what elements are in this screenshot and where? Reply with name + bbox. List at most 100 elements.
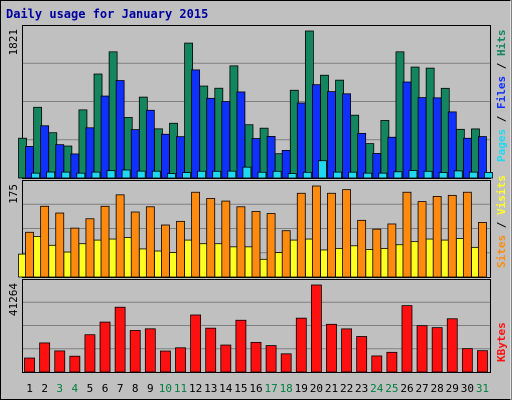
bar-kbytes-day-20 bbox=[310, 284, 322, 373]
x-tick-label-day-20: 20 bbox=[310, 382, 323, 395]
x-tick-label-day-29: 29 bbox=[446, 382, 459, 395]
bar-files-day-13 bbox=[206, 97, 216, 179]
bar-pages-day-6 bbox=[106, 170, 116, 179]
bar-pages-day-23 bbox=[363, 172, 373, 179]
bar-files-day-27 bbox=[417, 97, 427, 179]
series-hits bbox=[18, 30, 480, 179]
bar-kbytes-day-15 bbox=[235, 319, 247, 373]
bar-pages-day-13 bbox=[212, 170, 222, 179]
bar-pages-day-3 bbox=[61, 171, 71, 179]
x-tick-label-day-13: 13 bbox=[204, 382, 217, 395]
x-tick-label-day-9: 9 bbox=[147, 382, 154, 395]
x-tick-label-day-6: 6 bbox=[102, 382, 109, 395]
bar-sites-day-27 bbox=[417, 201, 427, 278]
x-tick-label-day-10: 10 bbox=[159, 382, 172, 395]
bar-pages-day-20 bbox=[317, 160, 327, 179]
bar-sites-day-25 bbox=[387, 223, 397, 278]
bar-files-day-11 bbox=[176, 136, 185, 179]
legend-separator: / bbox=[495, 215, 508, 235]
x-tick-label-day-5: 5 bbox=[87, 382, 94, 395]
bar-sites-day-30 bbox=[462, 191, 472, 278]
bar-sites-day-4 bbox=[70, 227, 80, 278]
series-kbytes bbox=[24, 284, 488, 373]
bar-sites-day-20 bbox=[311, 185, 321, 278]
bar-pages-day-12 bbox=[197, 170, 207, 179]
x-tick-label-day-30: 30 bbox=[461, 382, 474, 395]
bar-files-day-10 bbox=[161, 133, 170, 179]
bar-sites-day-14 bbox=[221, 200, 231, 278]
bar-files-day-23 bbox=[357, 132, 367, 179]
bar-pages-day-25 bbox=[393, 171, 403, 179]
bar-sites-day-1 bbox=[25, 231, 34, 278]
bar-sites-day-5 bbox=[85, 218, 95, 278]
bar-pages-day-11 bbox=[182, 172, 191, 179]
bar-files-day-22 bbox=[342, 93, 351, 179]
bar-files-day-31 bbox=[478, 136, 487, 179]
legend-separator: / bbox=[495, 109, 508, 129]
x-tick-label-day-28: 28 bbox=[431, 382, 444, 395]
bar-pages-day-27 bbox=[423, 170, 433, 179]
x-tick-label-day-11: 11 bbox=[174, 382, 187, 395]
bar-kbytes-day-14 bbox=[220, 344, 232, 373]
x-tick-label-day-8: 8 bbox=[132, 382, 139, 395]
bar-pages-day-28 bbox=[438, 172, 448, 179]
bar-files-day-19 bbox=[296, 102, 306, 179]
bar-sites-day-15 bbox=[236, 206, 246, 278]
bar-sites-day-2 bbox=[40, 205, 50, 278]
bar-sites-day-21 bbox=[327, 192, 336, 278]
bar-kbytes-day-19 bbox=[295, 317, 307, 373]
bar-files-day-2 bbox=[40, 125, 50, 179]
bar-files-day-17 bbox=[266, 136, 276, 179]
bar-kbytes-day-22 bbox=[341, 328, 352, 373]
panel-2: 175 Sites / Visits bbox=[7, 175, 508, 278]
bar-kbytes-day-28 bbox=[431, 327, 443, 373]
legend-item-sites: Sites bbox=[495, 235, 508, 268]
bar-pages-day-5 bbox=[91, 171, 101, 179]
bar-sites-day-16 bbox=[251, 211, 261, 278]
bar-kbytes-day-30 bbox=[461, 348, 473, 373]
bar-kbytes-day-27 bbox=[416, 325, 428, 373]
bar-pages-day-26 bbox=[408, 170, 418, 179]
bar-files-day-3 bbox=[55, 144, 65, 179]
bar-pages-day-30 bbox=[468, 171, 478, 179]
x-tick-label-day-23: 23 bbox=[355, 382, 368, 395]
bar-sites-day-12 bbox=[191, 191, 201, 278]
panel-max-label: 41264 bbox=[7, 283, 20, 316]
legend-separator: / bbox=[495, 56, 508, 76]
bar-kbytes-day-18 bbox=[280, 353, 292, 373]
bar-pages-day-19 bbox=[302, 171, 312, 179]
x-tick-label-day-4: 4 bbox=[72, 382, 79, 395]
bar-kbytes-day-12 bbox=[190, 314, 202, 373]
x-axis-labels: 1 2 3 4 5 6 7 8 9 10 11 12 13 14 15 16 17 18 19 20 21 22 23 24 2… bbox=[26, 382, 489, 395]
bar-kbytes-day-8 bbox=[129, 330, 141, 373]
x-tick-label-day-14: 14 bbox=[219, 382, 233, 395]
bar-sites-day-11 bbox=[176, 220, 185, 278]
bar-kbytes-day-4 bbox=[69, 355, 81, 373]
bar-files-day-7 bbox=[115, 80, 125, 179]
chart-title: Daily usage for January 2015 bbox=[6, 7, 208, 21]
bar-sites-day-28 bbox=[432, 195, 442, 278]
panel-3: 41264 KBytes bbox=[7, 279, 508, 373]
panel-max-label: 175 bbox=[7, 184, 20, 204]
x-tick-label-day-19: 19 bbox=[295, 382, 308, 395]
bar-pages-day-1 bbox=[31, 172, 40, 179]
x-tick-label-day-24: 24 bbox=[370, 382, 384, 395]
legend-item-kbytes: KBytes bbox=[495, 322, 508, 362]
bar-kbytes-day-11 bbox=[175, 347, 186, 373]
bar-sites-day-26 bbox=[402, 191, 412, 278]
legend-item-pages: Pages bbox=[495, 129, 508, 162]
x-tick-label-day-27: 27 bbox=[415, 382, 428, 395]
legend-item-hits: Hits bbox=[495, 30, 508, 57]
x-tick-label-day-15: 15 bbox=[234, 382, 247, 395]
bar-kbytes-day-2 bbox=[39, 342, 51, 373]
chart-panels: 1821 Pages / Files / Hits 175 Sites / Visit… bbox=[7, 25, 508, 373]
bar-files-day-29 bbox=[447, 111, 457, 179]
bar-kbytes-day-5 bbox=[84, 334, 96, 373]
bar-kbytes-day-1 bbox=[24, 357, 35, 373]
bar-kbytes-day-6 bbox=[99, 321, 111, 373]
bar-kbytes-day-23 bbox=[356, 336, 368, 373]
legend-item-files: Files bbox=[495, 76, 508, 109]
bar-pages-day-15 bbox=[242, 166, 252, 179]
legend-panel-3: KBytes bbox=[495, 322, 508, 362]
bar-sites-day-18 bbox=[281, 230, 291, 278]
